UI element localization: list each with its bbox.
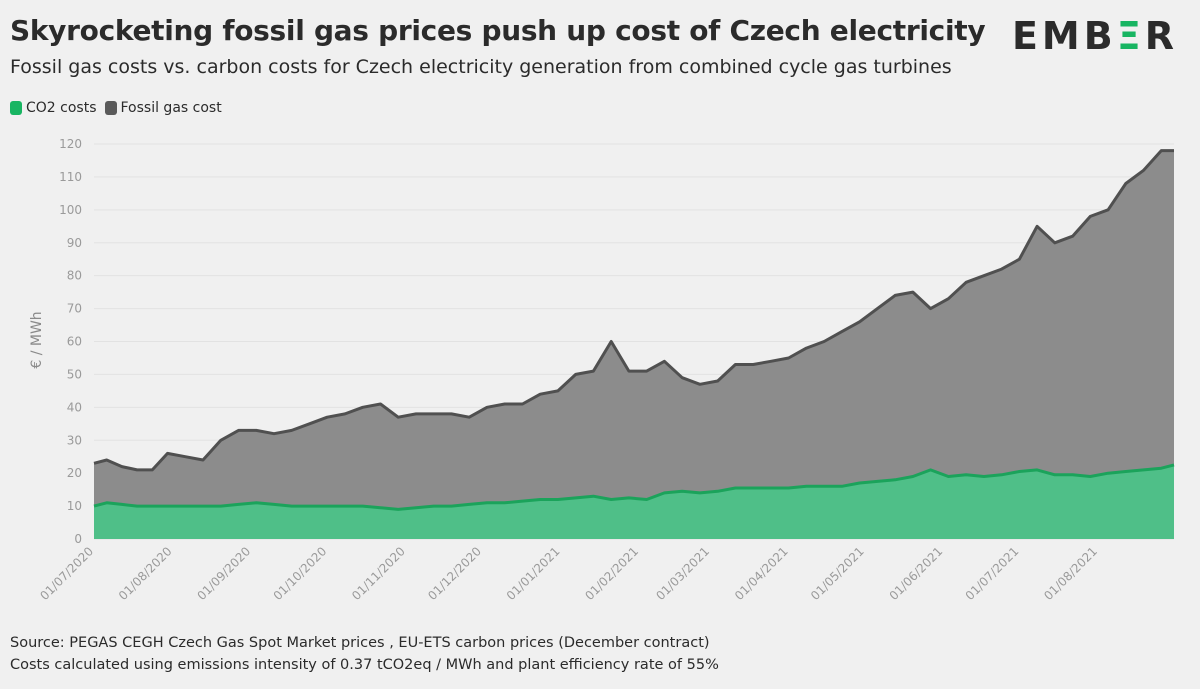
x-tick-label: 01/01/2021 [504, 544, 563, 603]
ember-logo: EMBΞR [1011, 14, 1178, 58]
chart-subtitle: Fossil gas costs vs. carbon costs for Cz… [10, 56, 952, 78]
y-tick-label: 0 [74, 532, 82, 546]
x-tick-label: 01/06/2021 [887, 544, 946, 603]
series-area-fossil-gas [94, 150, 1174, 510]
series-line-co2 [93, 463, 1175, 511]
series-line-fossil-gas [93, 149, 1174, 472]
x-tick-label: 01/03/2021 [653, 544, 712, 603]
chart-title: Skyrocketing fossil gas prices push up c… [10, 14, 986, 47]
y-tick-label: 110 [59, 170, 82, 184]
y-tick-label: 100 [59, 203, 82, 217]
legend-swatch-gas [104, 101, 117, 115]
x-tick-label: 01/07/2020 [37, 544, 96, 603]
y-axis-label: € / MWh [29, 311, 45, 368]
x-tick-label: 01/08/2020 [116, 544, 175, 603]
y-tick-label: 30 [67, 433, 82, 447]
x-tick-label: 01/07/2021 [963, 544, 1022, 603]
y-tick-label: 80 [67, 269, 82, 283]
x-tick-label: 01/05/2021 [808, 544, 867, 603]
legend: CO2 costs Fossil gas cost [10, 100, 222, 116]
y-axis-ticks: 0 10 20 30 40 50 60 70 80 90 100 110 120 [59, 137, 82, 546]
x-tick-label: 01/09/2020 [194, 544, 253, 603]
x-tick-label: 01/11/2020 [349, 544, 408, 603]
legend-label-gas: Fossil gas cost [120, 100, 222, 116]
y-tick-label: 10 [67, 499, 82, 513]
y-tick-label: 70 [67, 302, 82, 316]
areas [93, 149, 1175, 539]
y-tick-label: 60 [67, 335, 82, 349]
x-tick-label: 01/10/2020 [271, 544, 330, 603]
x-tick-label: 01/12/2020 [425, 544, 484, 603]
legend-label-co2: CO2 costs [26, 100, 97, 116]
legend-item-co2[interactable]: CO2 costs [10, 100, 97, 116]
y-tick-label: 90 [67, 236, 82, 250]
methodology-note: Costs calculated using emissions intensi… [10, 657, 719, 673]
x-tick-label: 01/04/2021 [732, 544, 791, 603]
footer: Source: PEGAS CEGH Czech Gas Spot Market… [10, 632, 719, 676]
series-area-co2 [94, 464, 1174, 539]
legend-swatch-co2 [10, 101, 22, 115]
source-note: Source: PEGAS CEGH Czech Gas Spot Market… [10, 635, 710, 651]
y-tick-label: 120 [59, 137, 82, 151]
x-tick-label: 01/08/2021 [1041, 544, 1100, 603]
x-tick-label: 01/02/2021 [582, 544, 641, 603]
legend-item-gas[interactable]: Fossil gas cost [104, 100, 222, 116]
y-tick-label: 50 [67, 367, 82, 381]
x-axis-ticks: 01/07/2020 01/08/2020 01/09/2020 01/10/2020… [37, 544, 1100, 603]
y-tick-label: 20 [67, 466, 82, 480]
y-tick-label: 40 [67, 400, 82, 414]
